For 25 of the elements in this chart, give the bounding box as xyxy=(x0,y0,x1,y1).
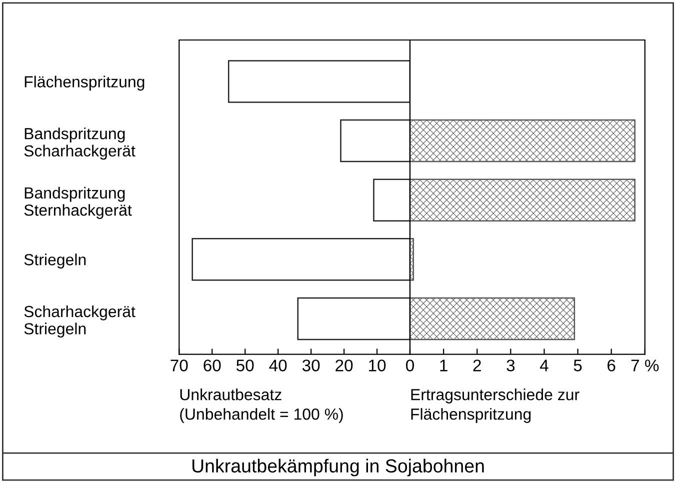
x-tick-label: 1 xyxy=(440,360,448,372)
x-tick-label: 2 xyxy=(473,360,481,372)
y-tick-label: Flächenspritzung xyxy=(24,76,144,91)
x-tick-label: 70 xyxy=(170,360,188,372)
y-tick-label: Bandspritzung Scharhackgerät xyxy=(24,128,136,160)
x-tick-label: 0 xyxy=(406,360,414,372)
x-axis-title: Unkrautbesatz (Unbehandelt = 100 %) xyxy=(180,388,343,423)
x-tick-label: 20 xyxy=(336,360,353,372)
text: Unkrautbekämpfung in Sojabohnen xyxy=(192,458,484,476)
bar xyxy=(373,178,410,222)
bar xyxy=(340,119,410,162)
x-tick-label: 7 % xyxy=(631,360,659,372)
x-axis-title: Ertragsunterschiede zur Flächenspritzung xyxy=(411,388,580,423)
y-tick-label: Bandspritzung Sternhackgerät xyxy=(24,186,132,219)
x-tick-label: 4 xyxy=(540,360,548,372)
x-tick-label: 50 xyxy=(236,360,254,372)
x-tick-label: 5 xyxy=(574,360,582,372)
x-tick-label: 6 xyxy=(608,360,616,372)
x-tick-label: 3 xyxy=(506,360,515,372)
y-tick-label: Scharhackgerät Striegeln xyxy=(24,305,136,338)
x-tick-label: 40 xyxy=(269,360,287,372)
x-tick-label: 30 xyxy=(302,360,320,372)
x-tick-label: 10 xyxy=(369,360,386,372)
y-tick-label: Striegeln xyxy=(24,254,86,268)
x-tick-label: 60 xyxy=(204,360,221,372)
